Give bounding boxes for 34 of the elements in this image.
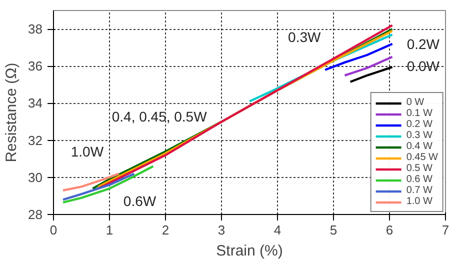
y-tick-label: 28 [28,207,43,222]
legend-label: 0.45 W [406,152,438,163]
annotation: 0.6W [123,193,157,210]
x-tick-label: 1 [106,222,114,238]
line-series [324,42,394,71]
legend-label: 0.3 W [406,130,432,141]
y-tick-label: 36 [28,58,43,74]
legend-label: 0 W [406,97,426,108]
x-tick-label: 7 [442,222,450,238]
annotation: 1.0W [70,143,104,160]
line-series [62,172,120,192]
y-tick-label: 38 [28,22,43,37]
y-tick-label: 32 [28,132,43,148]
legend-label: 0.6 W [406,174,432,185]
annotation: 0.4, 0.45, 0.5W [112,108,208,125]
legend-label: 1.0 W [406,196,432,207]
x-tick-label: 6 [386,222,394,238]
x-tick-label: 0 [50,222,58,238]
legend-label: 0.4 W [406,141,432,152]
x-tick-label: 4 [274,222,282,238]
y-axis-title: Resistance (Ω) [3,62,20,162]
annotation: 0.2W [406,36,440,52]
x-tick-label: 3 [218,222,226,238]
annotation: 0.3W [288,29,322,46]
x-axis-title: Strain (%) [216,242,283,260]
legend-label: 0.2 W [406,119,432,130]
annotation: 0.0W [406,58,440,74]
legend-label: 0.1 W [406,108,432,119]
legend-label: 0.7 W [406,185,432,196]
y-tick-label: 30 [28,170,43,185]
y-tick-label: 34 [28,96,43,111]
x-tick-label: 2 [162,222,170,238]
legend-label: 0.5 W [406,163,432,174]
x-tick-label: 5 [330,222,338,238]
